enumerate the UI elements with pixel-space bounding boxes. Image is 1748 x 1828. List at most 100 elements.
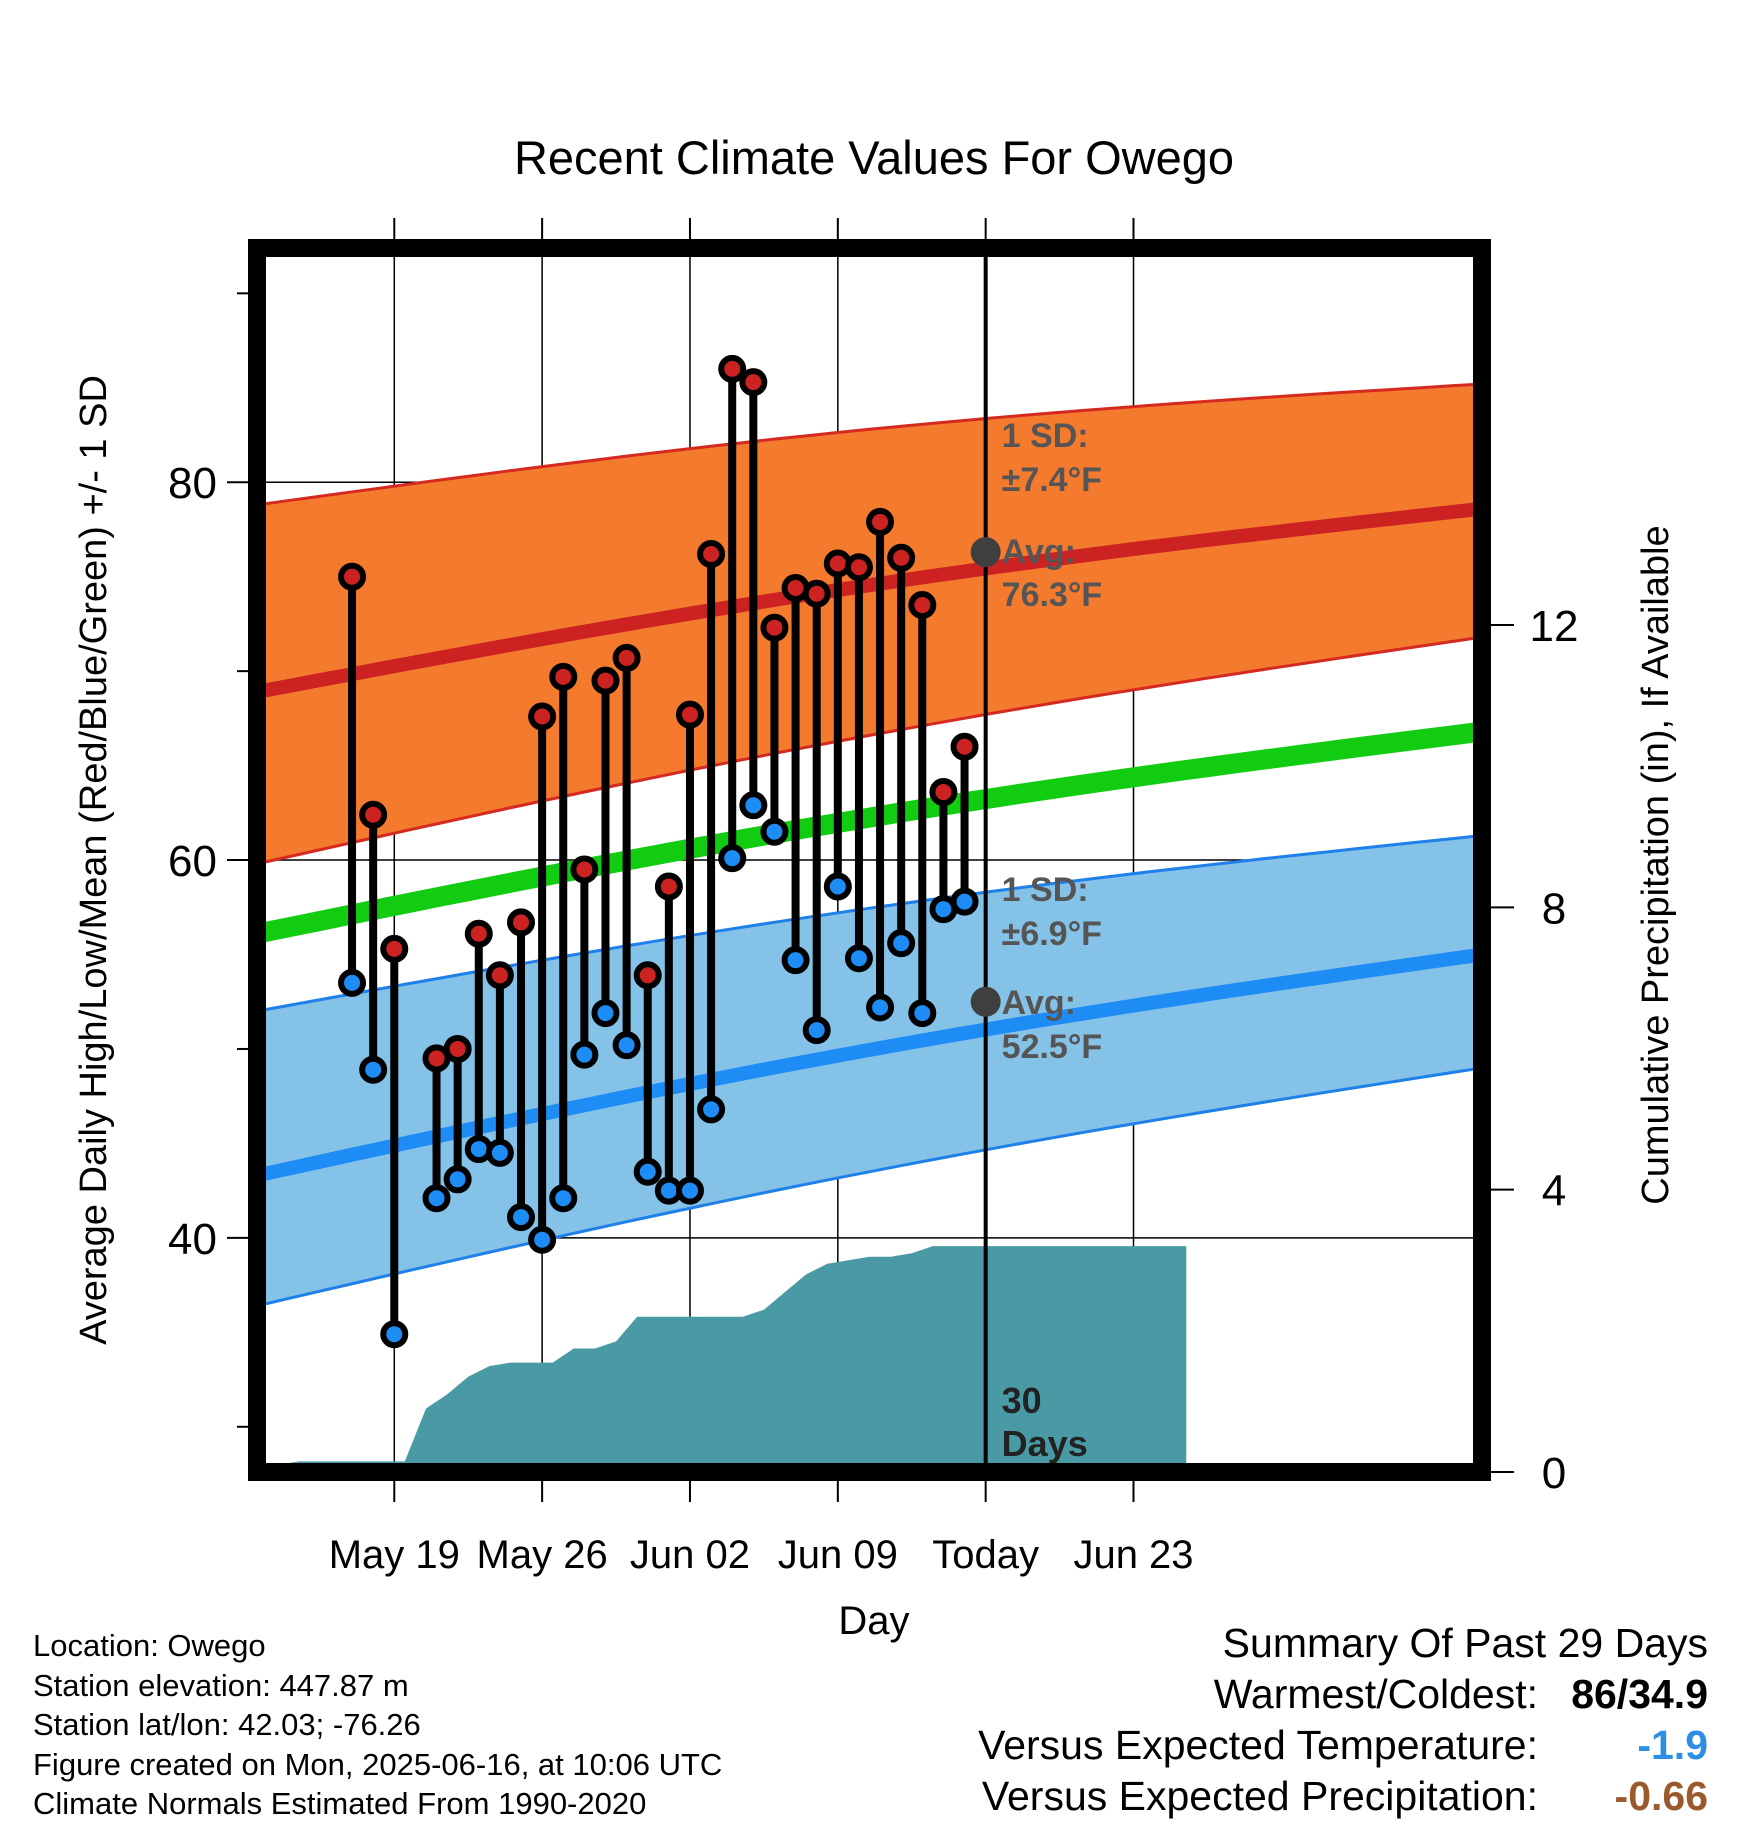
- daily-low-point: [950, 887, 979, 916]
- daily-low-point: [359, 1055, 388, 1084]
- summary-title: Summary Of Past 29 Days: [1222, 1620, 1708, 1666]
- y-tick-label-left: 80: [168, 459, 217, 508]
- daily-high-point: [760, 613, 789, 642]
- today-low-avg-marker: [970, 986, 1001, 1017]
- daily-high-point: [612, 643, 641, 672]
- warmest-value: 86/34.9: [1571, 1671, 1708, 1717]
- plot-content: [257, 248, 1482, 1472]
- daily-low-point: [760, 817, 789, 846]
- daily-low-point: [612, 1031, 641, 1060]
- summary-panel: Summary Of Past 29 Days Warmest/Coldest:…: [978, 1618, 1708, 1822]
- high-sd-label: 1 SD:: [1002, 417, 1089, 455]
- warmest-label: Warmest/Coldest:: [1213, 1671, 1538, 1717]
- daily-high-point: [528, 702, 557, 731]
- daily-low-point: [528, 1225, 557, 1254]
- low-avg-value: 52.5°F: [1002, 1028, 1103, 1066]
- low-sd-value: ±6.9°F: [1002, 915, 1102, 953]
- daily-low-point: [908, 999, 937, 1028]
- days-count-label: 30: [1002, 1380, 1042, 1421]
- daily-low-point: [485, 1138, 514, 1167]
- daily-low-point: [633, 1157, 662, 1186]
- daily-high-point: [844, 553, 873, 582]
- daily-high-point: [549, 662, 578, 691]
- x-tick-label: May 26: [477, 1533, 608, 1577]
- daily-high-point: [908, 591, 937, 620]
- daily-high-point: [739, 368, 768, 397]
- y-axis-left-label: Average Daily High/Low/Mean (Red/Blue/Gr…: [73, 375, 115, 1345]
- y-tick-label-left: 40: [168, 1215, 217, 1264]
- daily-high-point: [485, 961, 514, 990]
- daily-low-point: [887, 929, 916, 958]
- low-sd-label: 1 SD:: [1002, 871, 1089, 909]
- low-sd-band-upper-edge: [257, 834, 1482, 1013]
- high-sd-band-upper-edge: [257, 382, 1482, 507]
- daily-high-point: [866, 507, 895, 536]
- high-sd-value: ±7.4°F: [1002, 461, 1102, 499]
- y-tick-label-right: 4: [1542, 1167, 1566, 1216]
- x-tick-label: May 19: [329, 1533, 460, 1577]
- x-tick-label: Jun 23: [1073, 1533, 1193, 1577]
- daily-low-point: [675, 1176, 704, 1205]
- y-tick-label-right: 8: [1542, 884, 1566, 933]
- plot-area: 1 SD: ±7.4°F Avg: 76.3°F 1 SD: ±6.9°F Avg: 52.5…: [168, 218, 1578, 1577]
- location-text: Location: Owego: [33, 1628, 266, 1663]
- daily-high-point: [359, 800, 388, 829]
- daily-high-point: [443, 1034, 472, 1063]
- daily-high-point: [675, 700, 704, 729]
- y-tick-label-right: 12: [1530, 602, 1579, 651]
- x-tick-label: Jun 02: [630, 1533, 750, 1577]
- daily-high-point: [591, 666, 620, 695]
- today-high-avg-marker: [970, 537, 1001, 568]
- y-axis-right-label: Cumulative Precipitation (in), If Availa…: [1635, 525, 1677, 1204]
- daily-high-point: [570, 855, 599, 884]
- daily-low-point: [338, 968, 367, 997]
- temp-departure-label: Versus Expected Temperature:: [978, 1722, 1538, 1768]
- daily-low-point: [781, 946, 810, 975]
- normals-text: Climate Normals Estimated From 1990-2020: [33, 1786, 647, 1821]
- y-tick-label-left: 60: [168, 837, 217, 886]
- high-avg-label: Avg:: [1002, 533, 1076, 571]
- daily-low-point: [380, 1320, 409, 1349]
- elevation-text: Station elevation: 447.87 m: [33, 1667, 409, 1703]
- x-tick-label: Today: [932, 1533, 1039, 1577]
- latlon-text: Station lat/lon: 42.03; -76.26: [33, 1707, 421, 1742]
- daily-low-point: [844, 944, 873, 973]
- y-tick-label-right: 0: [1542, 1449, 1566, 1498]
- high-sd-band-lower-edge: [257, 635, 1482, 866]
- daily-high-point: [718, 354, 747, 383]
- daily-low-point: [443, 1165, 472, 1194]
- daily-high-point: [697, 540, 726, 569]
- daily-low-point: [802, 1016, 831, 1045]
- daily-low-point: [718, 844, 747, 873]
- station-info: Location: Owego Station elevation: 447.8…: [33, 1626, 722, 1824]
- normal-high-line: [257, 501, 1482, 699]
- high-sd-band: [257, 384, 1482, 864]
- plot-frame: [248, 239, 1491, 1481]
- daily-high-point: [802, 579, 831, 608]
- daily-high-point: [654, 872, 683, 901]
- low-sd-band-lower-edge: [257, 1066, 1482, 1308]
- daily-low-point: [823, 872, 852, 901]
- x-axis-label: Day: [838, 1599, 909, 1643]
- daily-low-point: [866, 993, 895, 1022]
- temp-departure-value: -1.9: [1637, 1722, 1708, 1768]
- chart-title: Recent Climate Values For Owego: [514, 131, 1234, 184]
- x-tick-label: Jun 09: [778, 1533, 898, 1577]
- daily-low-point: [422, 1184, 451, 1213]
- precip-departure-value: -0.66: [1614, 1773, 1708, 1819]
- normal-mean-line: [257, 721, 1482, 944]
- precip-area: [257, 1246, 1187, 1472]
- daily-high-point: [929, 778, 958, 807]
- daily-high-point: [338, 562, 367, 591]
- daily-low-point: [739, 791, 768, 820]
- precip-departure-label: Versus Expected Precipitation:: [981, 1773, 1538, 1819]
- daily-low-point: [507, 1203, 536, 1232]
- daily-high-point: [633, 961, 662, 990]
- high-avg-value: 76.3°F: [1002, 576, 1103, 614]
- low-avg-label: Avg:: [1002, 984, 1076, 1022]
- daily-high-point: [507, 908, 536, 937]
- daily-high-point: [950, 732, 979, 761]
- daily-low-point: [697, 1095, 726, 1124]
- daily-high-point: [380, 934, 409, 963]
